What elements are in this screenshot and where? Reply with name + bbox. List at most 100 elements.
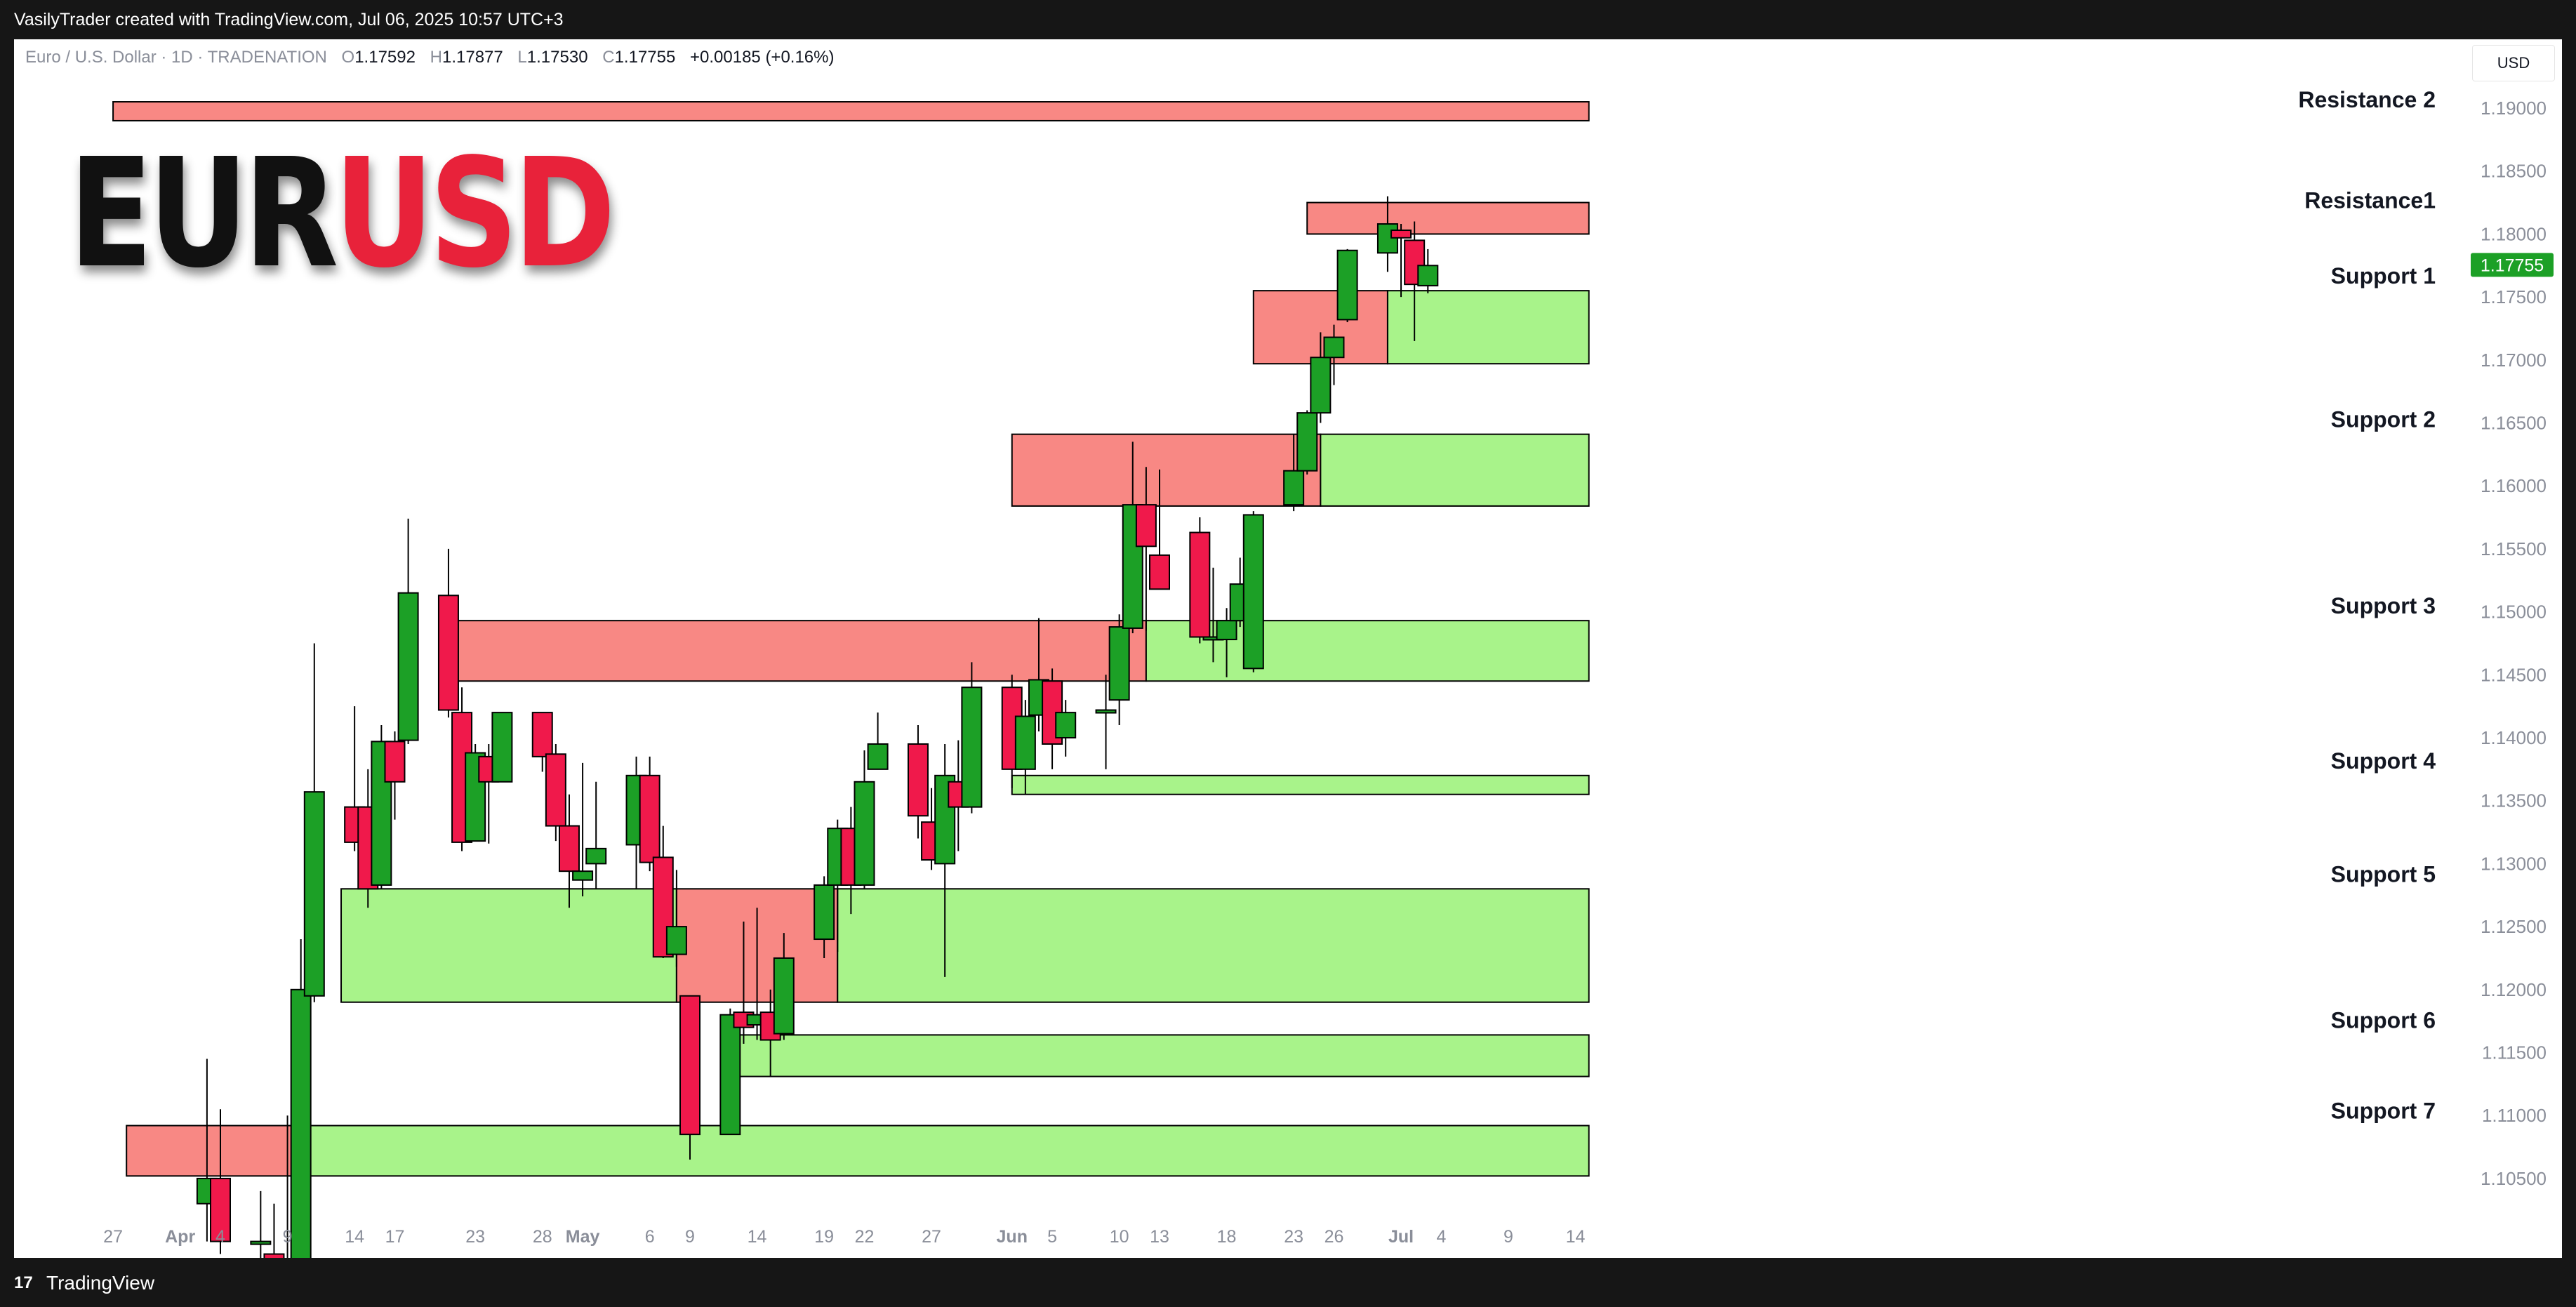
candle-body bbox=[1216, 620, 1237, 641]
high-label: H bbox=[430, 48, 442, 67]
price-tick: 1.17500 bbox=[2481, 286, 2547, 307]
zone-label: Support 6 bbox=[2331, 1007, 2436, 1033]
candle-body bbox=[1310, 357, 1332, 414]
price-tick: 1.18000 bbox=[2481, 223, 2547, 244]
zone-label: Resistance1 bbox=[2304, 187, 2436, 213]
price-tick: 1.19000 bbox=[2481, 98, 2547, 119]
chart-panel[interactable]: Resistance 2 Resistance1 Support 1 Support … bbox=[14, 39, 2562, 1258]
price-tick: 1.16000 bbox=[2481, 475, 2547, 496]
candle bbox=[1323, 324, 1345, 385]
time-tick: 26 bbox=[1324, 1227, 1344, 1247]
candle bbox=[558, 794, 580, 908]
candle-body bbox=[1296, 412, 1318, 472]
candle-body bbox=[1189, 531, 1211, 638]
candle bbox=[263, 1203, 285, 1258]
low-label: L bbox=[517, 48, 527, 67]
symbol-legend: Euro / U.S. Dollar · 1D · TRADENATION O 1… bbox=[25, 48, 835, 67]
candle bbox=[585, 781, 607, 889]
candle-body bbox=[1417, 265, 1439, 286]
candle bbox=[907, 725, 929, 839]
candles-layer bbox=[196, 196, 1439, 1258]
current-price-tag bbox=[2471, 253, 2554, 277]
candle bbox=[625, 756, 647, 889]
time-tick: 28 bbox=[533, 1227, 552, 1247]
tradingview-brand[interactable]: TradingView bbox=[46, 1272, 155, 1294]
change-value: +0.00185 (+0.16%) bbox=[690, 48, 835, 67]
candle bbox=[1014, 700, 1036, 795]
candle-body bbox=[572, 870, 594, 881]
candle bbox=[1095, 675, 1117, 769]
candle-body bbox=[465, 752, 486, 842]
support-zone bbox=[729, 1034, 1590, 1077]
time-tick: 9 bbox=[283, 1227, 293, 1247]
zone-label: Support 4 bbox=[2331, 748, 2436, 774]
time-tick: 4 bbox=[1436, 1227, 1446, 1247]
candle-body bbox=[558, 825, 580, 873]
time-tick: 17 bbox=[385, 1227, 405, 1247]
candle bbox=[1149, 469, 1170, 590]
resistance-zone bbox=[1252, 290, 1388, 365]
tradingview-logo-icon[interactable]: 17 bbox=[14, 1273, 33, 1292]
time-tick: 4 bbox=[215, 1227, 225, 1247]
candle-body bbox=[665, 926, 687, 955]
price-tick: 1.10500 bbox=[2481, 1168, 2547, 1189]
candle bbox=[290, 939, 312, 1258]
candle-body bbox=[437, 595, 459, 711]
candle bbox=[1417, 248, 1439, 293]
time-axis: 27 Apr 4 9 14 17 23 28 May 6 9 14 19 22 27 Jun 5 10 13 18 23… bbox=[103, 1227, 1585, 1247]
candle-body bbox=[1135, 504, 1157, 548]
time-tick: 23 bbox=[465, 1227, 485, 1247]
candle-body bbox=[719, 1014, 741, 1136]
candle bbox=[1189, 517, 1211, 644]
candle-body bbox=[867, 743, 889, 770]
candle-body bbox=[250, 1240, 272, 1245]
candle-body bbox=[290, 988, 312, 1258]
candlestick-chart[interactable]: Resistance 2 Resistance1 Support 1 Support … bbox=[14, 39, 2562, 1258]
open-label: O bbox=[341, 48, 355, 67]
candle bbox=[465, 743, 486, 842]
candle-body bbox=[1323, 336, 1345, 359]
candle-body bbox=[773, 957, 795, 1035]
time-tick: 6 bbox=[645, 1227, 655, 1247]
zone-label: Resistance 2 bbox=[2298, 87, 2436, 112]
candle bbox=[719, 1008, 741, 1136]
time-tick: 19 bbox=[814, 1227, 834, 1247]
time-tick: 23 bbox=[1284, 1227, 1303, 1247]
resistance-zone bbox=[1306, 201, 1590, 235]
candle bbox=[210, 1109, 231, 1254]
candle bbox=[397, 518, 419, 744]
candle-body bbox=[545, 753, 566, 827]
time-tick: Jun bbox=[997, 1227, 1028, 1247]
candle bbox=[250, 1190, 272, 1258]
candle-body bbox=[210, 1177, 231, 1242]
price-tick: 1.14000 bbox=[2481, 727, 2547, 748]
currency-button[interactable]: USD bbox=[2472, 45, 2555, 81]
time-tick: 14 bbox=[345, 1227, 364, 1247]
candle-body bbox=[1283, 470, 1305, 506]
candle bbox=[491, 712, 513, 783]
resistance-zone bbox=[126, 1124, 302, 1177]
support-zone bbox=[837, 888, 1590, 1003]
price-tick: 1.17000 bbox=[2481, 350, 2547, 371]
time-tick: 13 bbox=[1150, 1227, 1169, 1247]
candle-body bbox=[303, 791, 325, 997]
candle-body bbox=[1242, 514, 1264, 670]
time-tick: 14 bbox=[748, 1227, 767, 1247]
symbol-name: Euro / U.S. Dollar · 1D · TRADENATION bbox=[25, 48, 327, 67]
zone-labels-layer: Resistance 2 Resistance1 Support 1 Support … bbox=[2298, 87, 2436, 1124]
time-tick: Jul bbox=[1388, 1227, 1414, 1247]
time-tick: 18 bbox=[1217, 1227, 1237, 1247]
candle-body bbox=[384, 741, 406, 783]
low-value: 1.17530 bbox=[526, 48, 588, 67]
candle-body bbox=[907, 743, 929, 817]
candle bbox=[773, 933, 795, 1040]
candle bbox=[531, 712, 553, 772]
candle bbox=[1336, 248, 1358, 322]
time-tick: Apr bbox=[165, 1227, 195, 1247]
zones-layer bbox=[112, 101, 1590, 1177]
support-zone bbox=[1386, 290, 1590, 365]
current-price-value: 1.17755 bbox=[2481, 256, 2544, 275]
candle bbox=[1283, 434, 1305, 512]
candle-body bbox=[639, 774, 660, 863]
candle-body bbox=[679, 995, 701, 1136]
